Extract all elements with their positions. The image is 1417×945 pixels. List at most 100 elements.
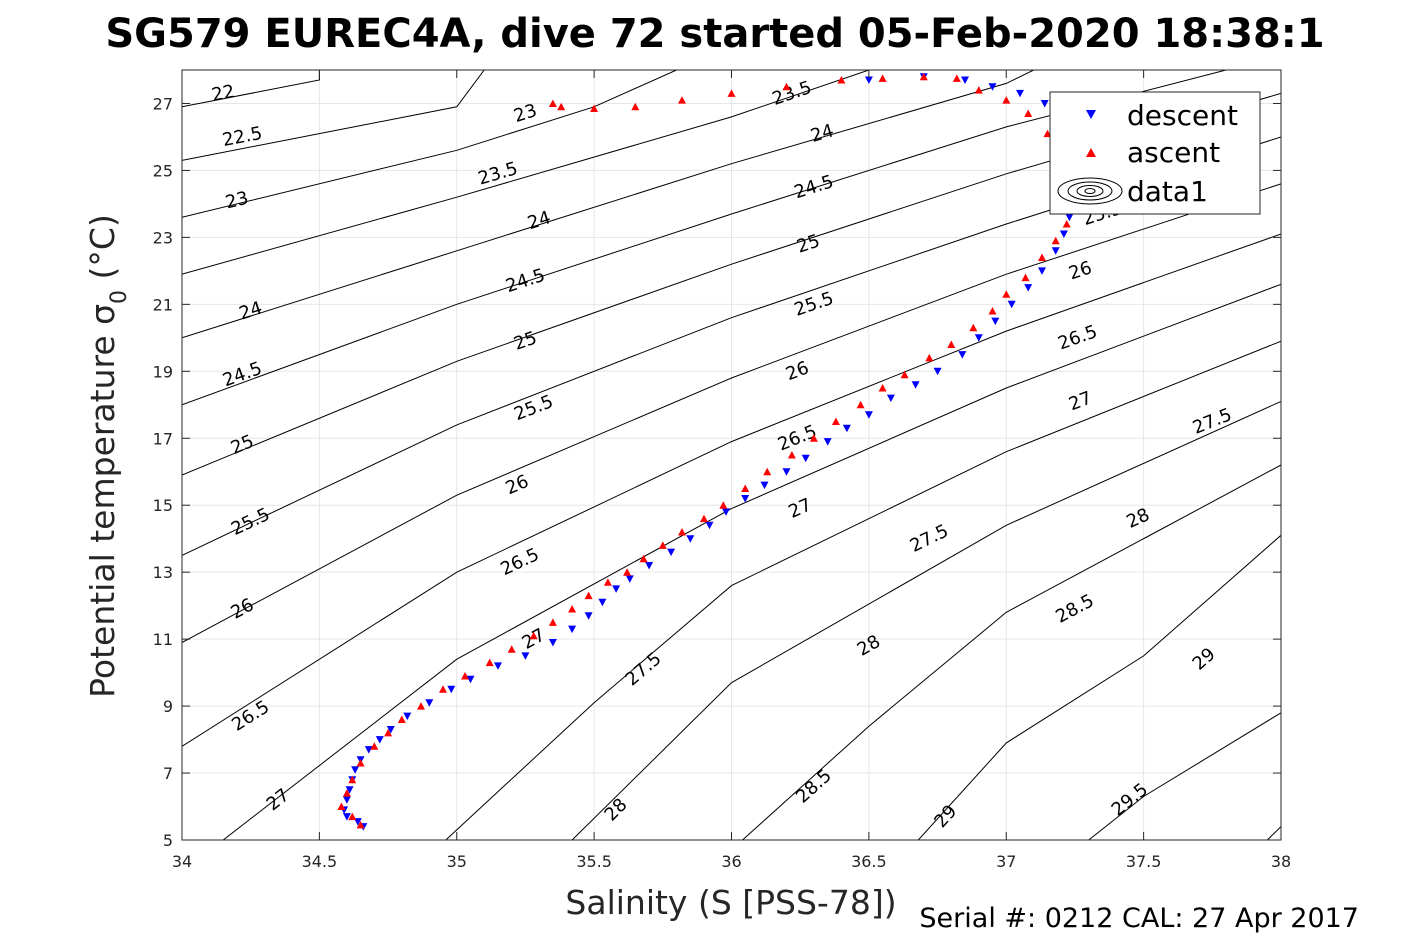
descent-point <box>974 334 983 342</box>
y-axis-label-subscript: 0 <box>107 290 132 304</box>
descent-point <box>1038 267 1046 275</box>
ascent-point <box>417 702 425 710</box>
ascent-point <box>837 76 846 84</box>
ascent-point <box>856 400 865 409</box>
ascent-point <box>568 605 577 613</box>
ascent-point <box>529 631 538 640</box>
x-tick-label: 36.5 <box>851 852 887 871</box>
descent-point <box>466 675 475 684</box>
legend-descent-marker <box>1086 110 1096 119</box>
y-axis-label: Potential temperature σ0 (°C) <box>83 214 132 698</box>
ascent-point <box>623 568 632 576</box>
descent-point <box>447 685 456 694</box>
descent-point <box>345 786 354 794</box>
legend-descent-label: descent <box>1127 99 1238 132</box>
density-contour-label: 22 <box>210 81 236 106</box>
ascent-point <box>548 99 557 107</box>
y-axis-label-group: Potential temperature σ0 (°C) <box>83 214 132 698</box>
descent-point <box>705 521 714 530</box>
ascent-point <box>878 384 887 392</box>
descent-point <box>782 468 791 476</box>
legend-ascent-marker <box>1086 148 1096 157</box>
y-tick-label: 23 <box>153 228 173 247</box>
descent-point <box>342 796 351 804</box>
legend-data1-label: data1 <box>1127 175 1208 208</box>
descent-point <box>823 438 832 446</box>
descent-point <box>403 712 412 721</box>
x-tick-label: 34.5 <box>302 852 338 871</box>
descent-point <box>864 411 873 419</box>
ascent-point <box>727 89 736 97</box>
descent-point <box>667 548 676 557</box>
ascent-point <box>348 775 357 784</box>
descent-point <box>425 699 434 707</box>
density-contour-line <box>182 70 677 218</box>
descent-point <box>598 598 607 607</box>
ascent-point <box>348 812 357 821</box>
x-tick-label: 37 <box>996 852 1016 871</box>
descent-point <box>351 766 360 774</box>
descent-point <box>1065 213 1074 222</box>
ascent-point <box>631 102 640 111</box>
descent-point <box>886 394 895 403</box>
density-contour-line <box>182 70 485 161</box>
descent-point <box>991 317 1000 326</box>
ascent-point <box>763 467 772 476</box>
descent-point <box>911 381 920 389</box>
ascent-point <box>974 86 983 94</box>
descent-point <box>741 495 750 503</box>
ascent-point <box>900 370 909 379</box>
y-tick-label: 19 <box>153 362 173 381</box>
descent-point <box>521 652 530 660</box>
chart-title: SG579 EUREC4A, dive 72 started 05-Feb-20… <box>105 11 1324 57</box>
descent-point <box>342 813 351 821</box>
axis-ticks: 34 34.5 35 35.5 36 36.5 37 37.5 38 5 7 9 11 13 15 17 19 2… <box>153 70 1291 871</box>
descent-point <box>958 351 967 359</box>
density-contour-line <box>445 340 1281 840</box>
density-contours <box>182 70 1281 840</box>
ascent-point <box>952 74 961 82</box>
ascent-point <box>809 434 818 442</box>
ascent-point <box>787 451 796 459</box>
density-contour-line <box>571 400 1281 840</box>
ascent-point <box>507 645 516 653</box>
ascent-point <box>548 618 557 626</box>
density-contour-line <box>182 183 1281 643</box>
descent-point <box>722 508 730 516</box>
ascent-point <box>1051 236 1060 245</box>
y-tick-label: 17 <box>153 429 173 448</box>
ascent-point <box>831 417 840 425</box>
density-contour-line <box>182 233 1281 747</box>
legend-contour-icon <box>1057 177 1123 205</box>
y-tick-label: 27 <box>153 94 173 113</box>
descent-point <box>568 625 577 634</box>
x-tick-label: 35 <box>447 852 467 871</box>
ascent-point <box>384 728 393 737</box>
ascent-point <box>603 578 612 586</box>
y-tick-label: 11 <box>153 630 173 649</box>
ascent-point <box>678 96 686 104</box>
y-tick-label: 9 <box>163 697 173 716</box>
density-contour-line <box>182 70 1034 339</box>
ascent-point <box>741 484 750 492</box>
legend[interactable]: descent ascent data1 <box>1049 91 1261 215</box>
ascent-point <box>1021 273 1030 282</box>
descent-point <box>364 746 373 754</box>
descent-point <box>1059 230 1068 238</box>
ascent-point <box>356 759 365 767</box>
ascent-point <box>639 554 648 563</box>
ascent-point <box>397 715 406 723</box>
descent-point <box>612 585 621 593</box>
x-tick-label: 38 <box>1271 852 1291 871</box>
ascent-point <box>919 72 928 81</box>
y-tick-label: 15 <box>153 496 173 515</box>
ascent-point <box>988 307 997 315</box>
descent-point <box>1024 284 1033 292</box>
ascent-point <box>969 323 978 332</box>
y-tick-label: 21 <box>153 295 173 314</box>
ascent-point <box>1024 109 1033 117</box>
ascent-point <box>1002 96 1011 104</box>
y-axis-label-unit: (°C) <box>83 214 122 290</box>
descent-point <box>494 662 502 670</box>
ascent-point <box>658 541 667 549</box>
